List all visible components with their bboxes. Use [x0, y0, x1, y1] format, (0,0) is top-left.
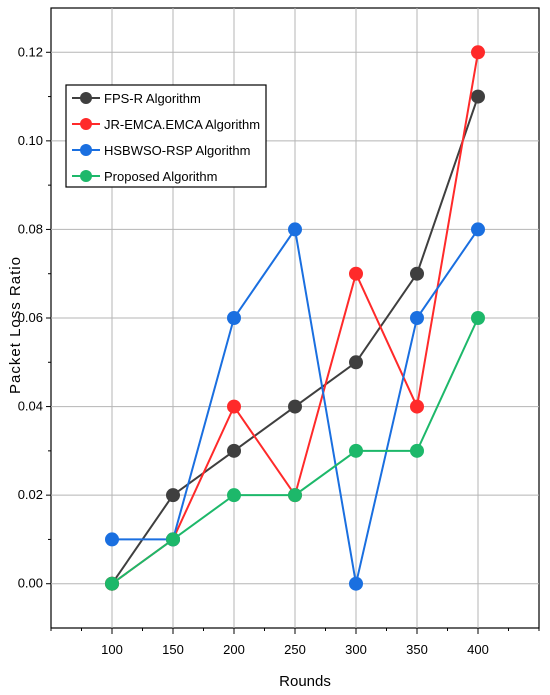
data-point: [410, 266, 424, 281]
data-point: [410, 311, 424, 325]
data-point: [288, 488, 302, 503]
x-tick-label: 100: [101, 642, 123, 657]
series-3: [105, 222, 485, 591]
y-tick-label: 0.12: [18, 44, 43, 59]
data-point: [166, 532, 180, 547]
data-point: [227, 488, 241, 503]
y-axis-title: Packet Loss Ratio: [7, 256, 24, 394]
series-group: [105, 45, 485, 591]
legend-marker: [80, 92, 92, 104]
data-point: [227, 443, 241, 458]
data-point: [105, 576, 119, 591]
y-tick-label: 0.08: [18, 221, 43, 236]
data-point: [471, 45, 485, 60]
data-point: [166, 488, 180, 503]
legend: FPS-R Algorithm JR-EMCA.EMCA Algorithm HSB…: [65, 84, 267, 188]
legend-box: [65, 84, 267, 188]
data-point: [410, 399, 424, 414]
data-point: [227, 399, 241, 414]
data-point: [471, 222, 485, 237]
y-tick-label: 0.10: [18, 133, 43, 148]
x-axis-title: Rounds: [279, 673, 331, 690]
y-tick-label: 0.00: [18, 576, 43, 591]
legend-label: JR-EMCA.EMCA Algorithm: [104, 117, 260, 132]
data-point: [471, 89, 485, 104]
legend-label: FPS-R Algorithm: [104, 91, 201, 106]
data-point: [227, 311, 241, 325]
x-tick-label: 150: [162, 642, 184, 657]
legend-label: HSBWSO-RSP Algorithm: [104, 143, 250, 158]
data-point: [105, 532, 119, 547]
data-point: [288, 222, 302, 237]
series-4: [105, 311, 485, 591]
y-tick-label: 0.04: [18, 399, 43, 414]
data-point: [471, 311, 485, 325]
legend-items: FPS-R Algorithm JR-EMCA.EMCA Algorithm HSB…: [72, 91, 260, 184]
data-point: [349, 576, 363, 591]
legend-marker: [80, 170, 92, 182]
data-point: [349, 266, 363, 281]
y-axis: 0.00 0.02 0.04 0.06 0.08 0.10 0.12: [18, 44, 51, 591]
data-point: [288, 399, 302, 414]
x-tick-label: 200: [223, 642, 245, 657]
x-tick-label: 300: [345, 642, 367, 657]
y-tick-label: 0.06: [18, 310, 43, 325]
x-tick-label: 250: [284, 642, 306, 657]
data-point: [410, 443, 424, 458]
x-tick-label: 400: [467, 642, 489, 657]
legend-label: Proposed Algorithm: [104, 169, 217, 184]
x-tick-label: 350: [406, 642, 428, 657]
legend-marker: [80, 118, 92, 130]
x-axis: 100 150 200 250 300 350 400: [50, 628, 540, 657]
y-tick-label: 0.02: [18, 487, 43, 502]
data-point: [349, 355, 363, 370]
legend-marker: [80, 144, 92, 156]
data-point: [349, 443, 363, 458]
